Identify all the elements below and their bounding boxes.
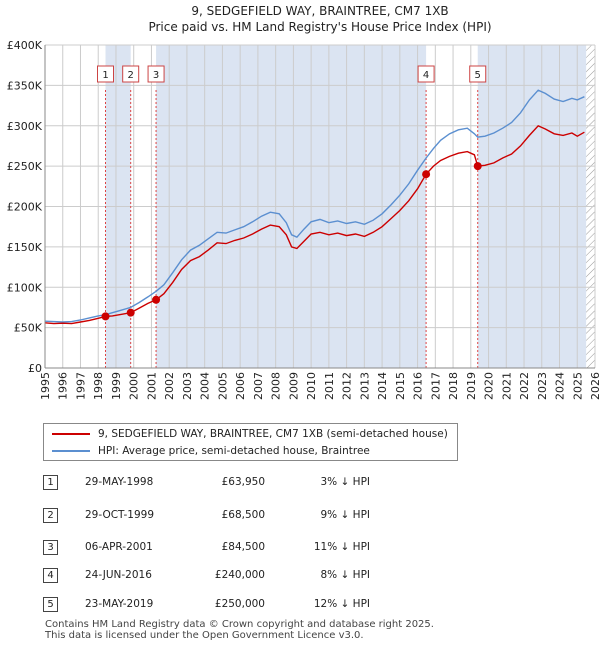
- footer: Contains HM Land Registry data © Crown c…: [45, 619, 434, 641]
- x-tick-label: 2002: [163, 372, 176, 400]
- x-tick-label: 2021: [500, 372, 513, 400]
- y-tick-label: £400K: [7, 39, 43, 52]
- x-tick-label: 2007: [252, 372, 265, 400]
- transaction-hpi-diff: 12% ↓ HPI: [313, 598, 370, 610]
- transaction-date: 06-APR-2001: [85, 541, 153, 553]
- legend-label-hpi: HPI: Average price, semi-detached house,…: [98, 445, 370, 457]
- legend-swatch-property: [52, 433, 90, 435]
- transaction-hpi-diff: 9% ↓ HPI: [320, 509, 371, 521]
- transaction-number: 5: [43, 597, 58, 612]
- x-tick-label: 2008: [270, 372, 283, 400]
- footer-copyright: Contains HM Land Registry data © Crown c…: [45, 619, 434, 630]
- x-tick-label: 2017: [429, 372, 442, 400]
- transaction-row: 1 29-MAY-1998 £63,950 3% ↓ HPI: [0, 475, 600, 495]
- transaction-date: 23-MAY-2019: [85, 598, 154, 610]
- transaction-date: 29-MAY-1998: [85, 476, 154, 488]
- x-tick-label: 2013: [358, 372, 371, 400]
- transaction-point: [473, 162, 482, 171]
- y-tick-label: £0: [28, 362, 42, 375]
- transaction-marker-label: 3: [153, 70, 159, 81]
- x-tick-label: 2014: [376, 372, 389, 400]
- transaction-marker-box: [147, 65, 165, 83]
- x-tick-label: 1995: [39, 372, 52, 400]
- transaction-point: [422, 170, 431, 179]
- legend-item-hpi: HPI: Average price, semi-detached house,…: [52, 442, 370, 460]
- transaction-number: 1: [43, 475, 58, 490]
- x-tick-label: 1999: [110, 372, 123, 400]
- y-tick-label: £350K: [7, 79, 43, 92]
- x-tick-label: 2009: [287, 372, 300, 400]
- x-tick-label: 1997: [74, 372, 87, 400]
- transaction-price: £84,500: [221, 541, 265, 553]
- x-tick-label: 2000: [128, 372, 141, 400]
- x-tick-label: 1996: [57, 372, 70, 400]
- x-tick-label: 2005: [216, 372, 229, 400]
- x-tick-label: 2004: [199, 372, 212, 400]
- y-tick-label: £200K: [7, 201, 43, 214]
- transaction-marker-label: 5: [475, 70, 481, 81]
- legend-item-property: 9, SEDGEFIELD WAY, BRAINTREE, CM7 1XB (s…: [52, 425, 448, 443]
- x-tick-label: 2025: [571, 372, 584, 400]
- transaction-marker-box: [122, 65, 140, 83]
- footer-licence: This data is licensed under the Open Gov…: [45, 630, 364, 641]
- y-tick-label: £50K: [14, 322, 43, 335]
- transaction-point: [152, 295, 161, 304]
- x-tick-label: 2010: [305, 372, 318, 400]
- transaction-date: 29-OCT-1999: [85, 509, 154, 521]
- x-tick-label: 1998: [92, 372, 105, 400]
- transaction-marker-label: 2: [128, 70, 134, 81]
- transaction-row: 2 29-OCT-1999 £68,500 9% ↓ HPI: [0, 508, 600, 528]
- series-line-property: [44, 124, 585, 325]
- legend-label-property: 9, SEDGEFIELD WAY, BRAINTREE, CM7 1XB (s…: [98, 428, 448, 440]
- transaction-number: 2: [43, 508, 58, 523]
- x-tick-label: 2023: [536, 372, 549, 400]
- y-tick-label: £300K: [7, 120, 43, 133]
- x-tick-label: 2022: [518, 372, 531, 400]
- transaction-row: 3 06-APR-2001 £84,500 11% ↓ HPI: [0, 540, 600, 560]
- transaction-hpi-diff: 11% ↓ HPI: [313, 541, 370, 553]
- x-tick-label: 2016: [412, 372, 425, 400]
- transaction-row: 4 24-JUN-2016 £240,000 8% ↓ HPI: [0, 568, 600, 588]
- y-tick-label: £250K: [7, 160, 43, 173]
- series-line-hpi: [44, 89, 585, 323]
- x-tick-label: 2012: [341, 372, 354, 400]
- transaction-marker-label: 1: [102, 70, 108, 81]
- transaction-marker-box: [417, 65, 435, 83]
- transaction-date: 24-JUN-2016: [85, 569, 152, 581]
- transaction-price: £68,500: [221, 509, 265, 521]
- x-tick-label: 2026: [589, 372, 600, 400]
- y-tick-label: £100K: [7, 281, 43, 294]
- price-chart: 9, SEDGEFIELD WAY, BRAINTREE, CM7 1XB Pr…: [7, 4, 600, 400]
- chart-subtitle: Price paid vs. HM Land Registry's House …: [148, 20, 491, 34]
- legend: 9, SEDGEFIELD WAY, BRAINTREE, CM7 1XB (s…: [43, 423, 458, 461]
- x-tick-label: 2015: [394, 372, 407, 400]
- x-tick-label: 2024: [554, 372, 567, 400]
- transaction-number: 3: [43, 540, 58, 555]
- transaction-price: £250,000: [214, 598, 265, 610]
- transaction-row: 5 23-MAY-2019 £250,000 12% ↓ HPI: [0, 597, 600, 617]
- transaction-hpi-diff: 8% ↓ HPI: [320, 569, 371, 581]
- x-tick-label: 2020: [483, 372, 496, 400]
- transaction-marker-box: [97, 65, 114, 83]
- x-tick-label: 2001: [145, 372, 158, 400]
- transaction-point: [126, 308, 135, 317]
- y-tick-label: £150K: [7, 241, 43, 254]
- x-tick-label: 2018: [447, 372, 460, 400]
- transaction-number: 4: [43, 568, 58, 583]
- transaction-point: [101, 312, 110, 321]
- chart-title: 9, SEDGEFIELD WAY, BRAINTREE, CM7 1XB: [191, 4, 448, 18]
- transaction-price: £240,000: [214, 569, 265, 581]
- x-tick-label: 2011: [323, 372, 336, 400]
- transaction-marker-box: [469, 65, 487, 83]
- transaction-marker-label: 4: [423, 70, 429, 81]
- x-tick-label: 2019: [465, 372, 478, 400]
- x-tick-label: 2003: [181, 372, 194, 400]
- x-tick-label: 2006: [234, 372, 247, 400]
- transaction-price: £63,950: [221, 476, 265, 488]
- legend-swatch-hpi: [52, 450, 90, 452]
- transaction-hpi-diff: 3% ↓ HPI: [320, 476, 371, 488]
